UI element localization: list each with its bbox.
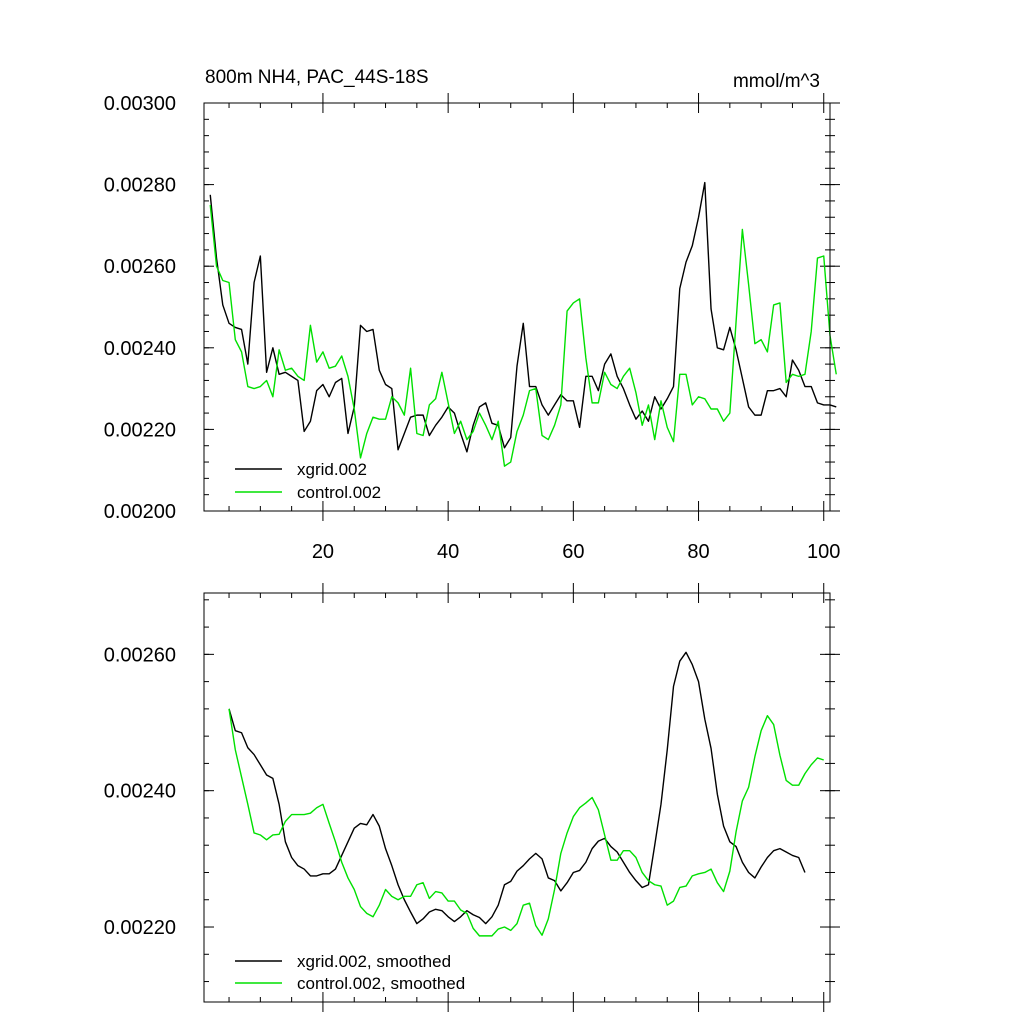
legend-label-xgrid: xgrid.002 <box>297 460 367 479</box>
top-panel-y-axis-labels: 0.00200 0.00220 0.00240 0.00260 0.00280 0.003… <box>104 93 176 523</box>
top-panel-series <box>209 181 837 467</box>
series-line-xgrid-002-smoothed <box>228 651 806 925</box>
legend-label-xgrid-smoothed: xgrid.002, smoothed <box>297 952 451 971</box>
top-panel-ticks <box>204 93 840 521</box>
y-tick-label: 0.00240 <box>104 781 176 803</box>
y-tick-label: 0.00260 <box>104 256 176 278</box>
y-tick-label: 0.00300 <box>104 93 176 115</box>
top-panel: 800m NH4, PAC_44S-18S mmol/m^3 0.002000.… <box>104 67 841 563</box>
bottom-panel-frame <box>203 592 831 1003</box>
top-panel-frame <box>203 102 831 512</box>
y-tick-label: 0.00220 <box>104 917 176 939</box>
series-line-xgrid-002 <box>209 181 837 453</box>
y-tick-label: 0.00260 <box>104 644 176 666</box>
top-panel-x-axis-labels: 20 40 60 80 100 <box>312 541 841 563</box>
series-line-control-002-smoothed <box>228 708 824 937</box>
y-tick-label: 0.00240 <box>104 338 176 360</box>
bottom-panel-legend: xgrid.002, smoothed control.002, smoothe… <box>235 952 465 993</box>
bottom-panel-ticks <box>204 583 840 1012</box>
x-tick-label: 20 <box>312 541 334 563</box>
top-panel-legend: xgrid.002 control.002 <box>235 460 381 502</box>
x-tick-label: 60 <box>562 541 584 563</box>
x-tick-label: 80 <box>687 541 709 563</box>
y-tick-label: 0.00200 <box>104 501 176 523</box>
bottom-panel-y-axis-labels: 0.00220 0.00240 0.00260 <box>104 644 176 939</box>
legend-label-control-smoothed: control.002, smoothed <box>297 974 465 993</box>
units-label: mmol/m^3 <box>733 71 820 92</box>
series-line-control-002 <box>209 204 837 467</box>
y-tick-label: 0.00280 <box>104 175 176 197</box>
bottom-panel: 0.00220 0.00240 0.00260 xgrid.002, smoothe… <box>104 583 840 1012</box>
x-tick-label: 40 <box>437 541 459 563</box>
x-tick-label: 100 <box>807 541 840 563</box>
chart-title: 800m NH4, PAC_44S-18S <box>205 67 429 88</box>
bottom-panel-series <box>228 651 824 937</box>
legend-label-control: control.002 <box>297 483 381 502</box>
y-tick-label: 0.00220 <box>104 419 176 441</box>
